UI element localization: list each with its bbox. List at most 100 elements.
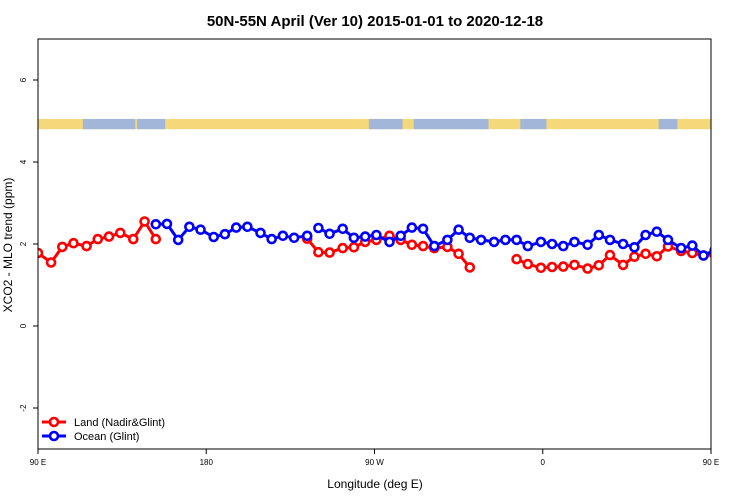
data-point (406, 222, 418, 233)
data-point (337, 223, 349, 235)
data-point (488, 236, 500, 248)
data-point (746, 261, 750, 269)
legend-marker (48, 416, 60, 428)
ocean-band (413, 118, 472, 130)
data-point (557, 261, 569, 272)
data-point (255, 227, 266, 239)
data-point (464, 232, 476, 244)
data-point (640, 248, 651, 260)
data-point (535, 262, 547, 274)
x-tick-label: 90 E (703, 458, 719, 467)
data-point (324, 228, 335, 240)
data-point (313, 222, 324, 234)
data-point (593, 229, 605, 241)
data-point (464, 262, 476, 273)
data-point (675, 242, 687, 254)
data-point (569, 236, 580, 248)
data-point (38, 247, 44, 259)
data-point (172, 234, 184, 246)
data-point (709, 246, 711, 254)
data-point (371, 229, 382, 241)
data-point (288, 232, 300, 244)
data-point (593, 259, 605, 271)
data-point (301, 230, 313, 242)
data-point (511, 253, 522, 265)
data-point (395, 230, 407, 242)
y-axis: -2 0 2 4 6 (19, 77, 38, 412)
y-tick-label: 6 (19, 77, 28, 82)
data-point (103, 231, 115, 242)
data-point (629, 251, 640, 263)
data-point (384, 236, 395, 248)
legend-marker (48, 430, 60, 442)
data-point (640, 229, 651, 241)
data-point (92, 233, 104, 245)
data-point (208, 231, 219, 243)
data-point (266, 233, 278, 245)
y-axis-label: XCO2 - MLO trend (ppm) (1, 178, 15, 313)
data-point (651, 250, 663, 262)
data-point (604, 234, 616, 246)
data-point (230, 222, 242, 233)
data-point (522, 258, 534, 270)
data-point (546, 261, 558, 273)
x-axis: 90 E 180 90 W 0 90 E (30, 449, 719, 467)
data-point (724, 242, 732, 250)
x-tick-label: 90 W (365, 458, 384, 467)
data-point (724, 252, 732, 260)
data-point (195, 224, 206, 235)
data-point (746, 248, 750, 256)
chart-title: 50N-55N April (Ver 10) 2015-01-01 to 202… (207, 13, 543, 30)
land-ocean-strip (38, 118, 711, 130)
data-point (348, 242, 360, 253)
ocean-band (137, 118, 166, 130)
legend: Land (Nadir&Glint) Ocean (Glint) (42, 416, 165, 443)
series-layer (38, 216, 750, 274)
data-point (617, 238, 629, 250)
y-tick-label: 4 (19, 159, 28, 164)
data-point (475, 234, 487, 246)
ocean-band (520, 118, 547, 130)
x-tick-label: 0 (541, 458, 546, 467)
data-point (150, 219, 162, 230)
ocean-band (368, 118, 403, 130)
x-tick-label: 90 E (30, 458, 46, 467)
data-point (582, 239, 593, 251)
legend-label: Land (Nadir&Glint) (74, 417, 165, 429)
data-point (45, 257, 57, 268)
series-ocean (150, 218, 750, 261)
data-point (582, 263, 593, 274)
y-tick-label: -2 (19, 404, 28, 412)
data-point (139, 216, 150, 227)
data-point (442, 234, 453, 246)
ocean-band (82, 118, 136, 130)
data-point (686, 240, 698, 251)
data-point (313, 246, 324, 258)
data-point (161, 218, 173, 230)
data-point (324, 247, 335, 258)
data-point (184, 221, 195, 233)
data-point (453, 224, 464, 235)
data-point (150, 233, 162, 245)
data-point (500, 234, 511, 246)
y-tick-label: 0 (19, 323, 28, 328)
legend-label: Ocean (Glint) (74, 431, 139, 443)
data-point (68, 237, 79, 249)
data-point (557, 240, 569, 252)
data-point (662, 234, 674, 246)
data-point (428, 240, 440, 252)
data-point (546, 238, 558, 250)
data-point (617, 259, 629, 271)
data-point (128, 233, 139, 245)
data-point (511, 234, 522, 246)
data-point (406, 239, 418, 251)
data-point (417, 240, 429, 252)
y-tick-label: 2 (19, 241, 28, 246)
ocean-band (469, 118, 489, 130)
data-point (115, 227, 126, 239)
ocean-band (658, 118, 678, 130)
data-point (417, 223, 429, 235)
data-point (337, 242, 349, 254)
data-point (219, 228, 231, 240)
